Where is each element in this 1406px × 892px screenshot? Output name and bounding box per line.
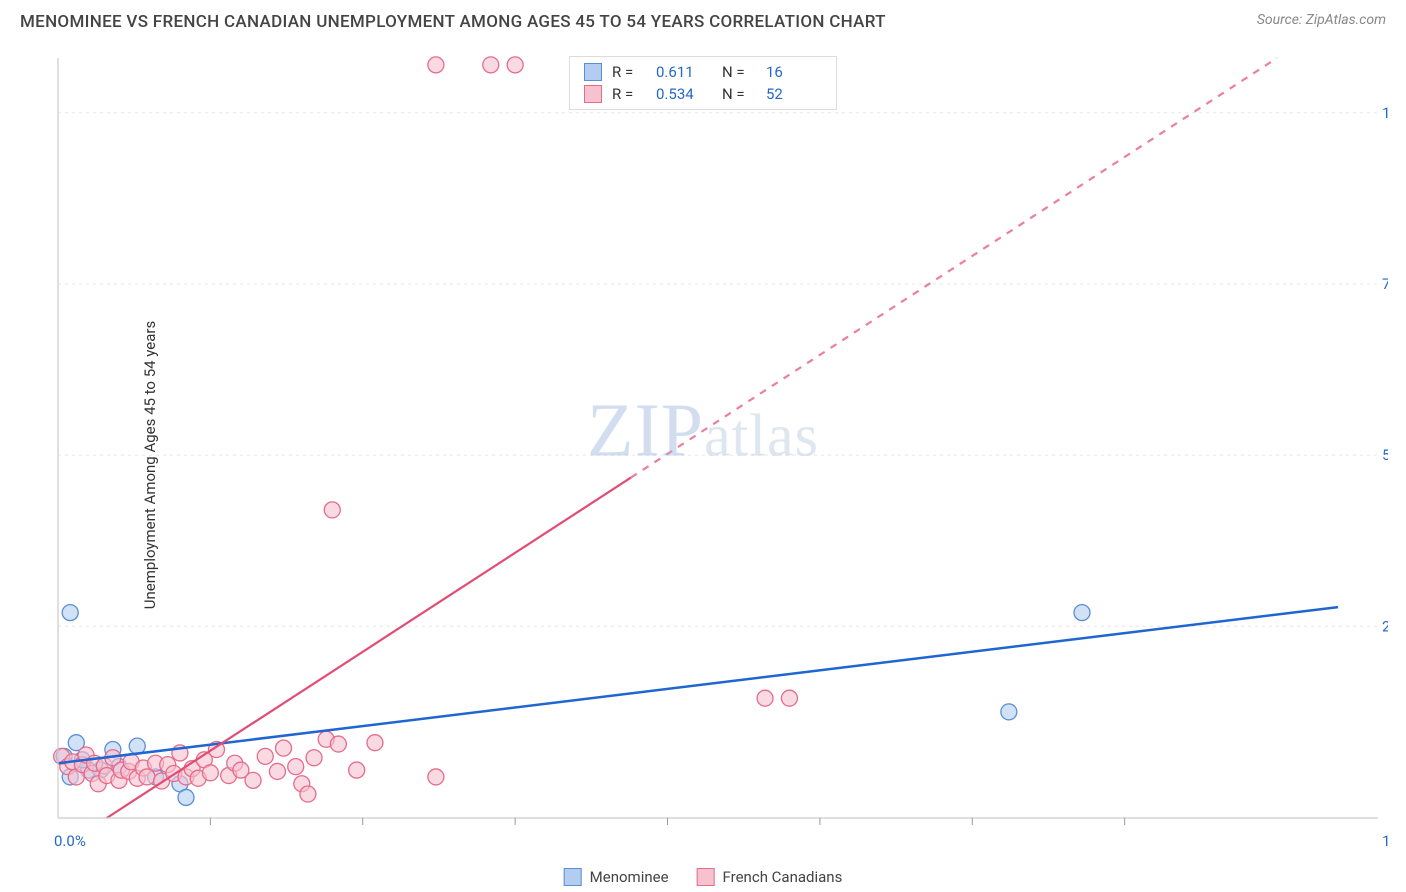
data-point <box>349 762 365 778</box>
chart-title: MENOMINEE VS FRENCH CANADIAN UNEMPLOYMEN… <box>20 12 886 32</box>
series-legend: Menominee French Canadians <box>564 868 843 886</box>
data-point <box>507 57 523 73</box>
scatter-plot: 25.0% 50.0% 75.0% 100.0% 0.0% 100.0% <box>48 46 1388 866</box>
legend-swatch <box>584 85 602 103</box>
data-point <box>178 789 194 805</box>
data-point <box>1001 704 1017 720</box>
x-tick-label: 0.0% <box>54 832 86 850</box>
data-point <box>483 57 499 73</box>
legend-swatch <box>564 868 582 886</box>
correlation-legend-row: R = 0.611 N = 16 <box>584 63 822 81</box>
y-tick-label: 100.0% <box>1382 104 1388 122</box>
data-point <box>276 740 292 756</box>
data-point <box>330 736 346 752</box>
legend-n-label: N = <box>722 85 756 103</box>
legend-n-label: N = <box>722 63 756 81</box>
data-point <box>367 735 383 751</box>
data-point <box>288 759 304 775</box>
legend-n-value: 16 <box>766 63 822 81</box>
title-bar: MENOMINEE VS FRENCH CANADIAN UNEMPLOYMEN… <box>0 0 1406 40</box>
data-point <box>245 772 261 788</box>
x-tick-label: 100.0% <box>1382 832 1388 850</box>
data-point <box>324 502 340 518</box>
data-point <box>257 748 273 764</box>
legend-r-label: R = <box>612 63 646 81</box>
legend-swatch <box>584 63 602 81</box>
data-point <box>428 769 444 785</box>
legend-r-label: R = <box>612 85 646 103</box>
data-point <box>202 765 218 781</box>
legend-swatch <box>697 868 715 886</box>
data-point <box>269 763 285 779</box>
data-point <box>306 750 322 766</box>
legend-series-label: French Canadians <box>723 868 843 886</box>
correlation-legend-row: R = 0.534 N = 52 <box>584 85 822 103</box>
y-tick-label: 50.0% <box>1382 446 1388 464</box>
legend-n-value: 52 <box>766 85 822 103</box>
series-legend-item: French Canadians <box>697 868 843 886</box>
data-point <box>781 690 797 706</box>
chart-container: Unemployment Among Ages 45 to 54 years 2… <box>0 38 1406 892</box>
source-attribution: Source: ZipAtlas.com <box>1257 12 1386 28</box>
data-point <box>757 690 773 706</box>
data-point <box>428 57 444 73</box>
legend-r-value: 0.534 <box>656 85 712 103</box>
y-tick-label: 25.0% <box>1382 617 1388 635</box>
correlation-legend: R = 0.611 N = 16 R = 0.534 N = 52 <box>569 56 837 110</box>
data-point <box>1074 605 1090 621</box>
legend-series-label: Menominee <box>590 868 669 886</box>
y-tick-label: 75.0% <box>1382 275 1388 293</box>
legend-r-value: 0.611 <box>656 63 712 81</box>
data-point <box>300 786 316 802</box>
data-point <box>62 605 78 621</box>
series-legend-item: Menominee <box>564 868 669 886</box>
